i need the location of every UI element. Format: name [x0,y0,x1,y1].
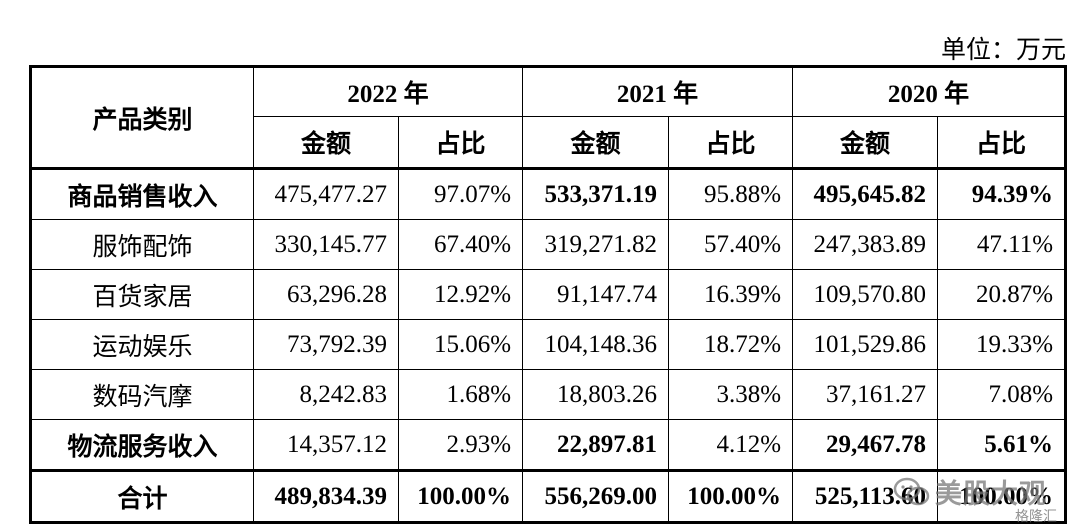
amount-cell: 22,897.81 [522,419,670,471]
share-cell: 2.93% [397,419,524,471]
row-category: 服饰配饰 [30,219,254,270]
share-cell: 57.40% [668,219,794,270]
watermark: 美股大观 格隆汇 [893,470,1073,528]
table-body: 商品销售收入 475,477.27 97.07% 533,371.19 95.88% 49… [30,167,1067,523]
wechat-icon [893,477,930,506]
category-header: 产品类别 [30,66,254,169]
share-cell: 100.00% [668,469,794,523]
year-header: 2020 年 [792,66,1067,117]
share-cell: 3.38% [668,369,794,420]
share-cell: 47.11% [937,219,1067,270]
revenue-table: 产品类别 2022 年 2021 年 2020 年 金额 占比 金额 占比 金额… [29,65,1068,524]
amount-cell: 556,269.00 [522,469,670,523]
table-row: 物流服务收入 14,357.12 2.93% 22,897.81 4.12% 29,467… [30,419,1067,471]
share-cell: 67.40% [397,219,524,270]
amount-cell: 104,148.36 [522,319,670,370]
row-category: 百货家居 [30,269,254,320]
table-row: 百货家居 63,296.28 12.92% 91,147.74 16.39% 109,57… [30,269,1067,320]
amount-cell: 101,529.86 [792,319,939,370]
header-row-years: 产品类别 2022 年 2021 年 2020 年 [30,66,1067,169]
row-category: 运动娱乐 [30,319,254,370]
amount-cell: 247,383.89 [792,219,939,270]
share-cell: 7.08% [937,369,1067,420]
row-category: 数码汽摩 [30,369,254,420]
amount-header: 金额 [522,116,670,169]
amount-header: 金额 [253,116,399,169]
share-cell: 5.61% [937,419,1067,471]
share-cell: 20.87% [937,269,1067,320]
amount-cell: 18,803.26 [522,369,670,420]
share-cell: 4.12% [668,419,794,471]
amount-cell: 63,296.28 [253,269,399,320]
amount-cell: 37,161.27 [792,369,939,420]
year-header: 2022 年 [252,66,524,117]
share-cell: 100.00% [397,469,524,523]
share-cell: 100.00% [937,469,1067,523]
amount-cell: 319,271.82 [522,219,670,270]
amount-cell: 29,467.78 [792,419,939,471]
amount-cell: 489,834.39 [253,469,399,523]
amount-cell: 8,242.83 [253,369,399,420]
share-cell: 15.06% [397,319,524,370]
share-cell: 18.72% [668,319,794,370]
share-cell: 1.68% [397,369,524,420]
table-row: 服饰配饰 330,145.77 67.40% 319,271.82 57.40% 247,… [30,219,1067,270]
year-header: 2021 年 [522,66,794,117]
watermark-sub: 格隆汇 [1015,508,1057,524]
share-cell: 19.33% [937,319,1067,370]
share-header: 占比 [668,116,794,169]
amount-cell: 533,371.19 [522,167,670,220]
amount-cell: 330,145.77 [253,219,399,270]
table-row: 合计 489,834.39 100.00% 556,269.00 100.00% 525,… [30,469,1067,523]
amount-cell: 73,792.39 [253,319,399,370]
amount-cell: 525,113.60 [792,469,939,523]
share-cell: 94.39% [937,167,1067,220]
share-header: 占比 [397,116,524,169]
unit-label: 单位：万元 [940,37,1066,64]
amount-cell: 495,645.82 [792,167,939,220]
amount-header: 金额 [792,116,939,169]
amount-cell: 109,570.80 [792,269,939,320]
amount-cell: 91,147.74 [522,269,670,320]
amount-cell: 14,357.12 [253,419,399,471]
amount-cell: 475,477.27 [253,167,399,220]
row-category: 合计 [30,469,254,523]
share-cell: 95.88% [668,167,794,220]
row-category: 物流服务收入 [30,419,254,471]
table-row: 数码汽摩 8,242.83 1.68% 18,803.26 3.38% 37,161.27… [30,369,1067,420]
table-row: 运动娱乐 73,792.39 15.06% 104,148.36 18.72% 101,5… [30,319,1067,370]
share-cell: 16.39% [668,269,794,320]
share-header: 占比 [937,116,1067,169]
watermark-text: 美股大观 [935,479,1047,509]
share-cell: 97.07% [397,167,524,220]
share-cell: 12.92% [397,269,524,320]
row-category: 商品销售收入 [30,167,254,220]
table-row: 商品销售收入 475,477.27 97.07% 533,371.19 95.88% 49… [30,167,1067,220]
